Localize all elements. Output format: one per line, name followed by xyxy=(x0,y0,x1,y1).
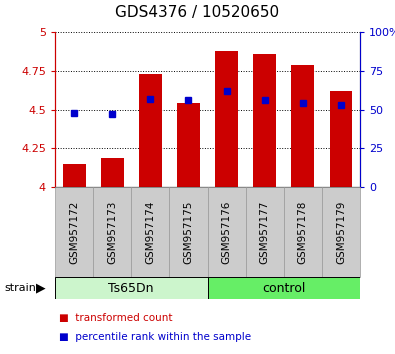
Bar xyxy=(139,74,162,187)
Bar xyxy=(215,51,238,187)
FancyBboxPatch shape xyxy=(93,187,131,277)
Text: GSM957174: GSM957174 xyxy=(145,200,155,264)
Bar xyxy=(101,158,124,187)
Text: GSM957178: GSM957178 xyxy=(298,200,308,264)
Text: GSM957172: GSM957172 xyxy=(69,200,79,264)
FancyBboxPatch shape xyxy=(55,187,93,277)
Bar xyxy=(253,54,276,187)
Text: GSM957176: GSM957176 xyxy=(222,200,231,264)
Text: GSM957173: GSM957173 xyxy=(107,200,117,264)
FancyBboxPatch shape xyxy=(246,187,284,277)
Bar xyxy=(329,91,352,187)
FancyBboxPatch shape xyxy=(322,187,360,277)
FancyBboxPatch shape xyxy=(169,187,207,277)
Text: GSM957179: GSM957179 xyxy=(336,200,346,264)
FancyBboxPatch shape xyxy=(131,187,169,277)
Text: control: control xyxy=(262,281,305,295)
Bar xyxy=(177,103,200,187)
FancyBboxPatch shape xyxy=(207,277,360,299)
Text: GSM957175: GSM957175 xyxy=(183,200,194,264)
Bar xyxy=(63,164,85,187)
FancyBboxPatch shape xyxy=(207,187,246,277)
Text: strain: strain xyxy=(4,283,36,293)
Text: ▶: ▶ xyxy=(36,281,45,295)
Text: Ts65Dn: Ts65Dn xyxy=(109,281,154,295)
FancyBboxPatch shape xyxy=(55,277,207,299)
Text: ■  percentile rank within the sample: ■ percentile rank within the sample xyxy=(59,332,251,343)
Bar xyxy=(292,64,314,187)
Text: ■  transformed count: ■ transformed count xyxy=(59,313,173,323)
FancyBboxPatch shape xyxy=(284,187,322,277)
Text: GDS4376 / 10520650: GDS4376 / 10520650 xyxy=(115,5,280,20)
Text: GSM957177: GSM957177 xyxy=(260,200,270,264)
